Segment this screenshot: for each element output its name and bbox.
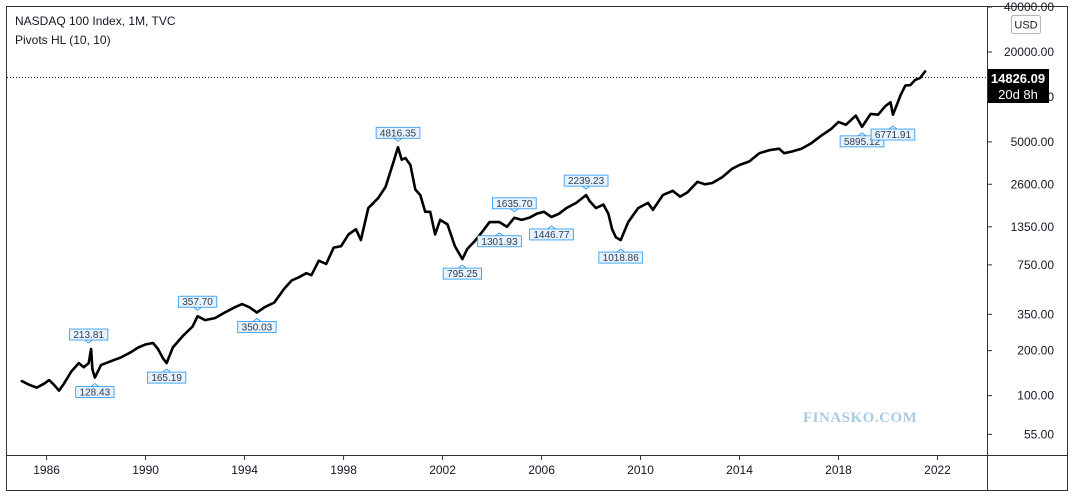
pivot-high-label: 4816.35 <box>375 126 421 142</box>
pivot-value: 350.03 <box>242 322 273 333</box>
y-tick-label: 2600.00 <box>1011 177 1055 191</box>
y-tick-label: 40000.00 <box>1004 0 1054 14</box>
x-tick-label: 2006 <box>528 463 555 477</box>
countdown-label: 20d 8h <box>998 87 1038 102</box>
last-price-value: 14826.09 <box>991 71 1045 86</box>
pivot-value: 6771.91 <box>875 130 912 141</box>
x-tick-label: 2022 <box>924 463 951 477</box>
last-price-tag: 14826.09 20d 8h <box>988 69 1049 103</box>
x-tick-label: 1994 <box>231 463 258 477</box>
y-tick-label: 350.00 <box>1017 307 1054 321</box>
pivot-low-label: 165.19 <box>147 368 187 384</box>
pivot-value: 2239.23 <box>568 176 605 187</box>
y-tick-label: 750.00 <box>1017 258 1054 272</box>
pivot-value: 1446.77 <box>533 230 570 241</box>
x-tick-label: 2018 <box>825 463 852 477</box>
pivot-high-label: 357.70 <box>177 295 218 311</box>
y-tick-label: 1350.00 <box>1011 220 1055 234</box>
pivot-low-label: 5895.12 <box>839 132 885 148</box>
price-axis[interactable]: 40000.0020000.0010000.005000.002600.0013… <box>987 0 1054 441</box>
currency-label: USD <box>1014 20 1037 32</box>
y-tick-label: 20000.00 <box>1004 45 1054 59</box>
pivot-low-label: 350.03 <box>237 318 277 333</box>
pivot-low-label: 6771.91 <box>870 125 916 141</box>
pivot-value: 795.25 <box>447 269 478 280</box>
pivot-high-label: 2239.23 <box>563 174 609 190</box>
y-tick-label: 200.00 <box>1017 344 1054 358</box>
pivot-value: 165.19 <box>151 373 182 384</box>
pivot-value: 357.70 <box>182 297 213 308</box>
y-tick-label: 5000.00 <box>1011 135 1055 149</box>
pivot-value: 1301.93 <box>481 237 518 248</box>
currency-badge[interactable]: USD <box>1011 15 1041 34</box>
currency-badge-box <box>1011 15 1041 34</box>
pivot-low-label: 1446.77 <box>529 225 574 241</box>
pivot-value: 1635.70 <box>496 199 533 210</box>
x-tick-label: 2014 <box>726 463 753 477</box>
x-tick-label: 2002 <box>429 463 456 477</box>
last-price-tag-box <box>988 69 1049 103</box>
time-axis[interactable]: 1986 1990 1994 1998 2002 2006 2010 2014 2018 2022 <box>33 455 951 477</box>
pivot-value: 5895.12 <box>844 137 881 148</box>
pivot-low-label: 795.25 <box>442 264 482 280</box>
symbol-legend: NASDAQ 100 Index, 1M, TVC <box>15 14 176 28</box>
x-tick-label: 1990 <box>132 463 159 477</box>
pivot-high-label: 1635.70 <box>492 197 537 213</box>
x-tick-label: 2010 <box>627 463 654 477</box>
price-series-line[interactable] <box>20 70 927 392</box>
pivot-high-label: 213.81 <box>69 328 109 344</box>
x-tick-label: 1986 <box>33 463 60 477</box>
indicator-legend: Pivots HL (10, 10) <box>15 33 111 47</box>
chart-frame <box>6 6 1068 491</box>
watermark: FINASKO.COM <box>803 410 917 426</box>
pivot-value: 1018.86 <box>603 253 640 264</box>
pivot-value: 4816.35 <box>380 128 417 139</box>
pivot-low-label: 1301.93 <box>477 232 522 248</box>
x-tick-label: 1998 <box>330 463 357 477</box>
y-tick-label: 55.00 <box>1024 427 1054 441</box>
pivot-value: 128.43 <box>80 388 111 399</box>
pivot-labels: 213.81 128.43 165.19 357.70 350.03 4816.35 795… <box>69 125 916 399</box>
y-tick-label: 100.00 <box>1017 389 1054 403</box>
pivot-low-label: 128.43 <box>75 383 115 399</box>
pivot-value: 213.81 <box>73 330 104 341</box>
pivot-low-label: 1018.86 <box>598 248 644 264</box>
